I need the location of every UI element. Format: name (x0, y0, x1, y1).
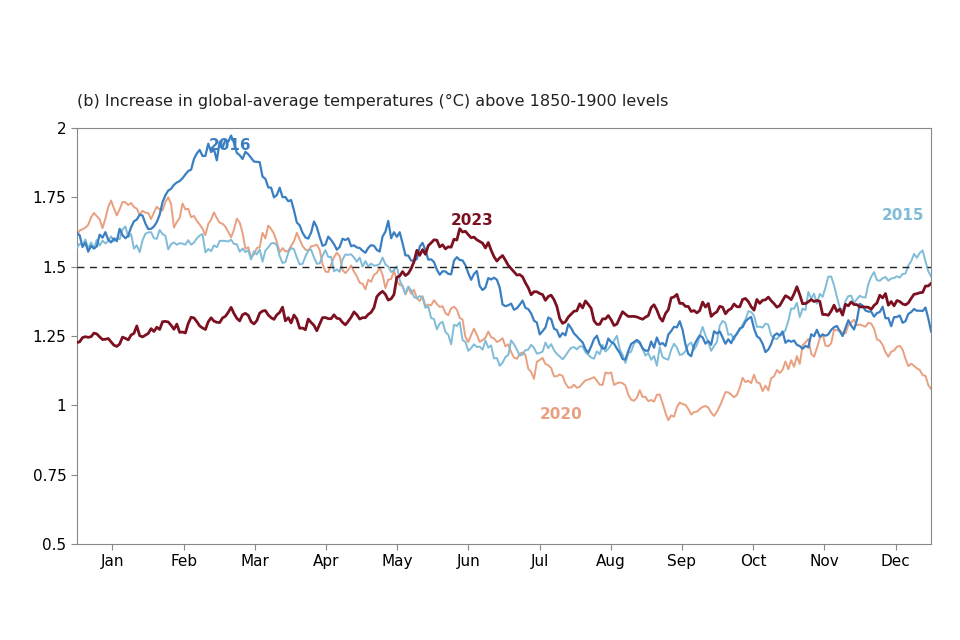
Text: 2023: 2023 (450, 213, 493, 228)
Text: 2016: 2016 (208, 138, 252, 153)
Text: 2020: 2020 (540, 407, 583, 422)
Text: (b) Increase in global-average temperatures (°C) above 1850-1900 levels: (b) Increase in global-average temperatu… (77, 94, 668, 109)
Text: 2015: 2015 (881, 207, 924, 223)
